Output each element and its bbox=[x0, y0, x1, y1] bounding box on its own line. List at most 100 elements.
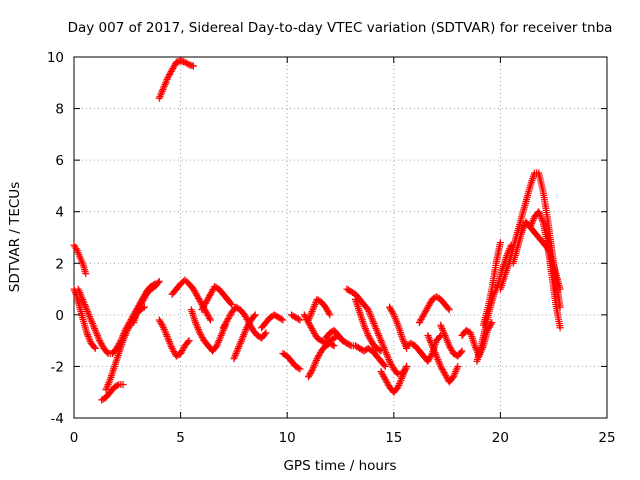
data-point bbox=[111, 362, 119, 370]
data-point bbox=[80, 299, 88, 307]
data-point bbox=[225, 313, 233, 321]
data-point bbox=[79, 297, 87, 305]
data-point bbox=[395, 380, 403, 388]
data-point bbox=[240, 331, 248, 339]
series-arc22 bbox=[343, 339, 389, 370]
data-point bbox=[381, 375, 389, 383]
data-point bbox=[446, 343, 454, 351]
series-arc19 bbox=[305, 295, 334, 324]
data-point bbox=[278, 315, 286, 323]
data-point bbox=[246, 320, 254, 328]
data-point bbox=[92, 328, 100, 336]
data-point bbox=[425, 333, 433, 341]
data-point bbox=[308, 325, 316, 333]
data-point bbox=[213, 342, 221, 350]
data-point bbox=[398, 374, 406, 382]
data-point bbox=[239, 332, 247, 340]
data-point bbox=[251, 311, 259, 319]
data-point bbox=[219, 324, 227, 332]
data-point bbox=[471, 342, 479, 350]
data-point bbox=[77, 292, 85, 300]
data-point bbox=[361, 323, 369, 331]
data-point bbox=[230, 355, 238, 363]
data-point bbox=[90, 323, 98, 331]
data-point bbox=[384, 354, 392, 362]
data-point bbox=[427, 351, 435, 359]
series-arc14 bbox=[258, 311, 287, 332]
data-point bbox=[78, 294, 86, 302]
data-point bbox=[203, 310, 211, 318]
data-point bbox=[179, 345, 187, 353]
data-point bbox=[402, 364, 410, 372]
y-tick-label: 0 bbox=[55, 308, 64, 324]
data-point bbox=[371, 323, 379, 331]
data-point bbox=[398, 373, 406, 381]
data-point bbox=[379, 342, 387, 350]
data-point bbox=[439, 367, 447, 375]
data-point bbox=[83, 306, 91, 314]
data-point bbox=[556, 324, 564, 332]
data-point bbox=[123, 328, 131, 336]
data-point bbox=[154, 279, 162, 287]
x-tick-label: 0 bbox=[70, 430, 79, 446]
y-tick-label: 6 bbox=[55, 153, 64, 169]
data-point bbox=[425, 302, 433, 310]
data-point bbox=[526, 223, 534, 231]
data-point bbox=[109, 366, 117, 374]
data-point bbox=[308, 307, 316, 315]
data-point bbox=[394, 383, 402, 391]
data-point bbox=[386, 357, 394, 365]
data-point bbox=[196, 329, 204, 337]
data-point bbox=[111, 361, 119, 369]
data-point bbox=[432, 352, 440, 360]
data-point bbox=[400, 338, 408, 346]
data-point bbox=[157, 89, 165, 97]
data-point bbox=[122, 330, 130, 338]
data-point bbox=[300, 311, 308, 319]
data-point bbox=[376, 333, 384, 341]
data-point bbox=[245, 319, 253, 327]
data-point bbox=[354, 305, 362, 313]
data-point bbox=[140, 295, 148, 303]
data-point bbox=[86, 313, 94, 321]
data-point bbox=[231, 353, 239, 361]
data-point bbox=[79, 295, 87, 303]
data-point bbox=[155, 316, 163, 324]
data-point bbox=[114, 353, 122, 361]
data-point bbox=[437, 323, 445, 331]
data-point bbox=[420, 311, 428, 319]
data-point bbox=[445, 342, 453, 350]
data-point bbox=[103, 384, 111, 392]
data-point bbox=[373, 328, 381, 336]
data-point bbox=[361, 325, 369, 333]
data-point bbox=[311, 301, 319, 309]
data-point bbox=[197, 332, 205, 340]
data-point bbox=[157, 91, 165, 99]
data-point bbox=[250, 312, 258, 320]
data-point bbox=[397, 376, 405, 384]
data-point bbox=[197, 330, 205, 338]
data-point bbox=[401, 366, 409, 374]
data-point bbox=[360, 321, 368, 329]
series-arc5 bbox=[102, 303, 148, 394]
data-point bbox=[435, 357, 443, 365]
data-point bbox=[428, 342, 436, 350]
series-arc2 bbox=[70, 285, 99, 352]
data-point bbox=[309, 363, 317, 371]
data-point bbox=[538, 216, 546, 224]
data-point bbox=[436, 361, 444, 369]
data-point bbox=[322, 305, 330, 313]
data-point bbox=[158, 87, 166, 95]
data-point bbox=[216, 333, 224, 341]
data-point bbox=[241, 311, 249, 319]
data-point bbox=[232, 350, 240, 358]
data-point bbox=[381, 362, 389, 370]
x-tick-label: 10 bbox=[279, 430, 296, 446]
data-point bbox=[159, 86, 167, 94]
data-point bbox=[200, 301, 208, 309]
data-point bbox=[85, 334, 93, 342]
chart-title: Day 007 of 2017, Sidereal Day-to-day VTE… bbox=[68, 20, 613, 36]
data-point bbox=[238, 334, 246, 342]
series-arc15 bbox=[279, 350, 304, 373]
data-point bbox=[202, 298, 210, 306]
